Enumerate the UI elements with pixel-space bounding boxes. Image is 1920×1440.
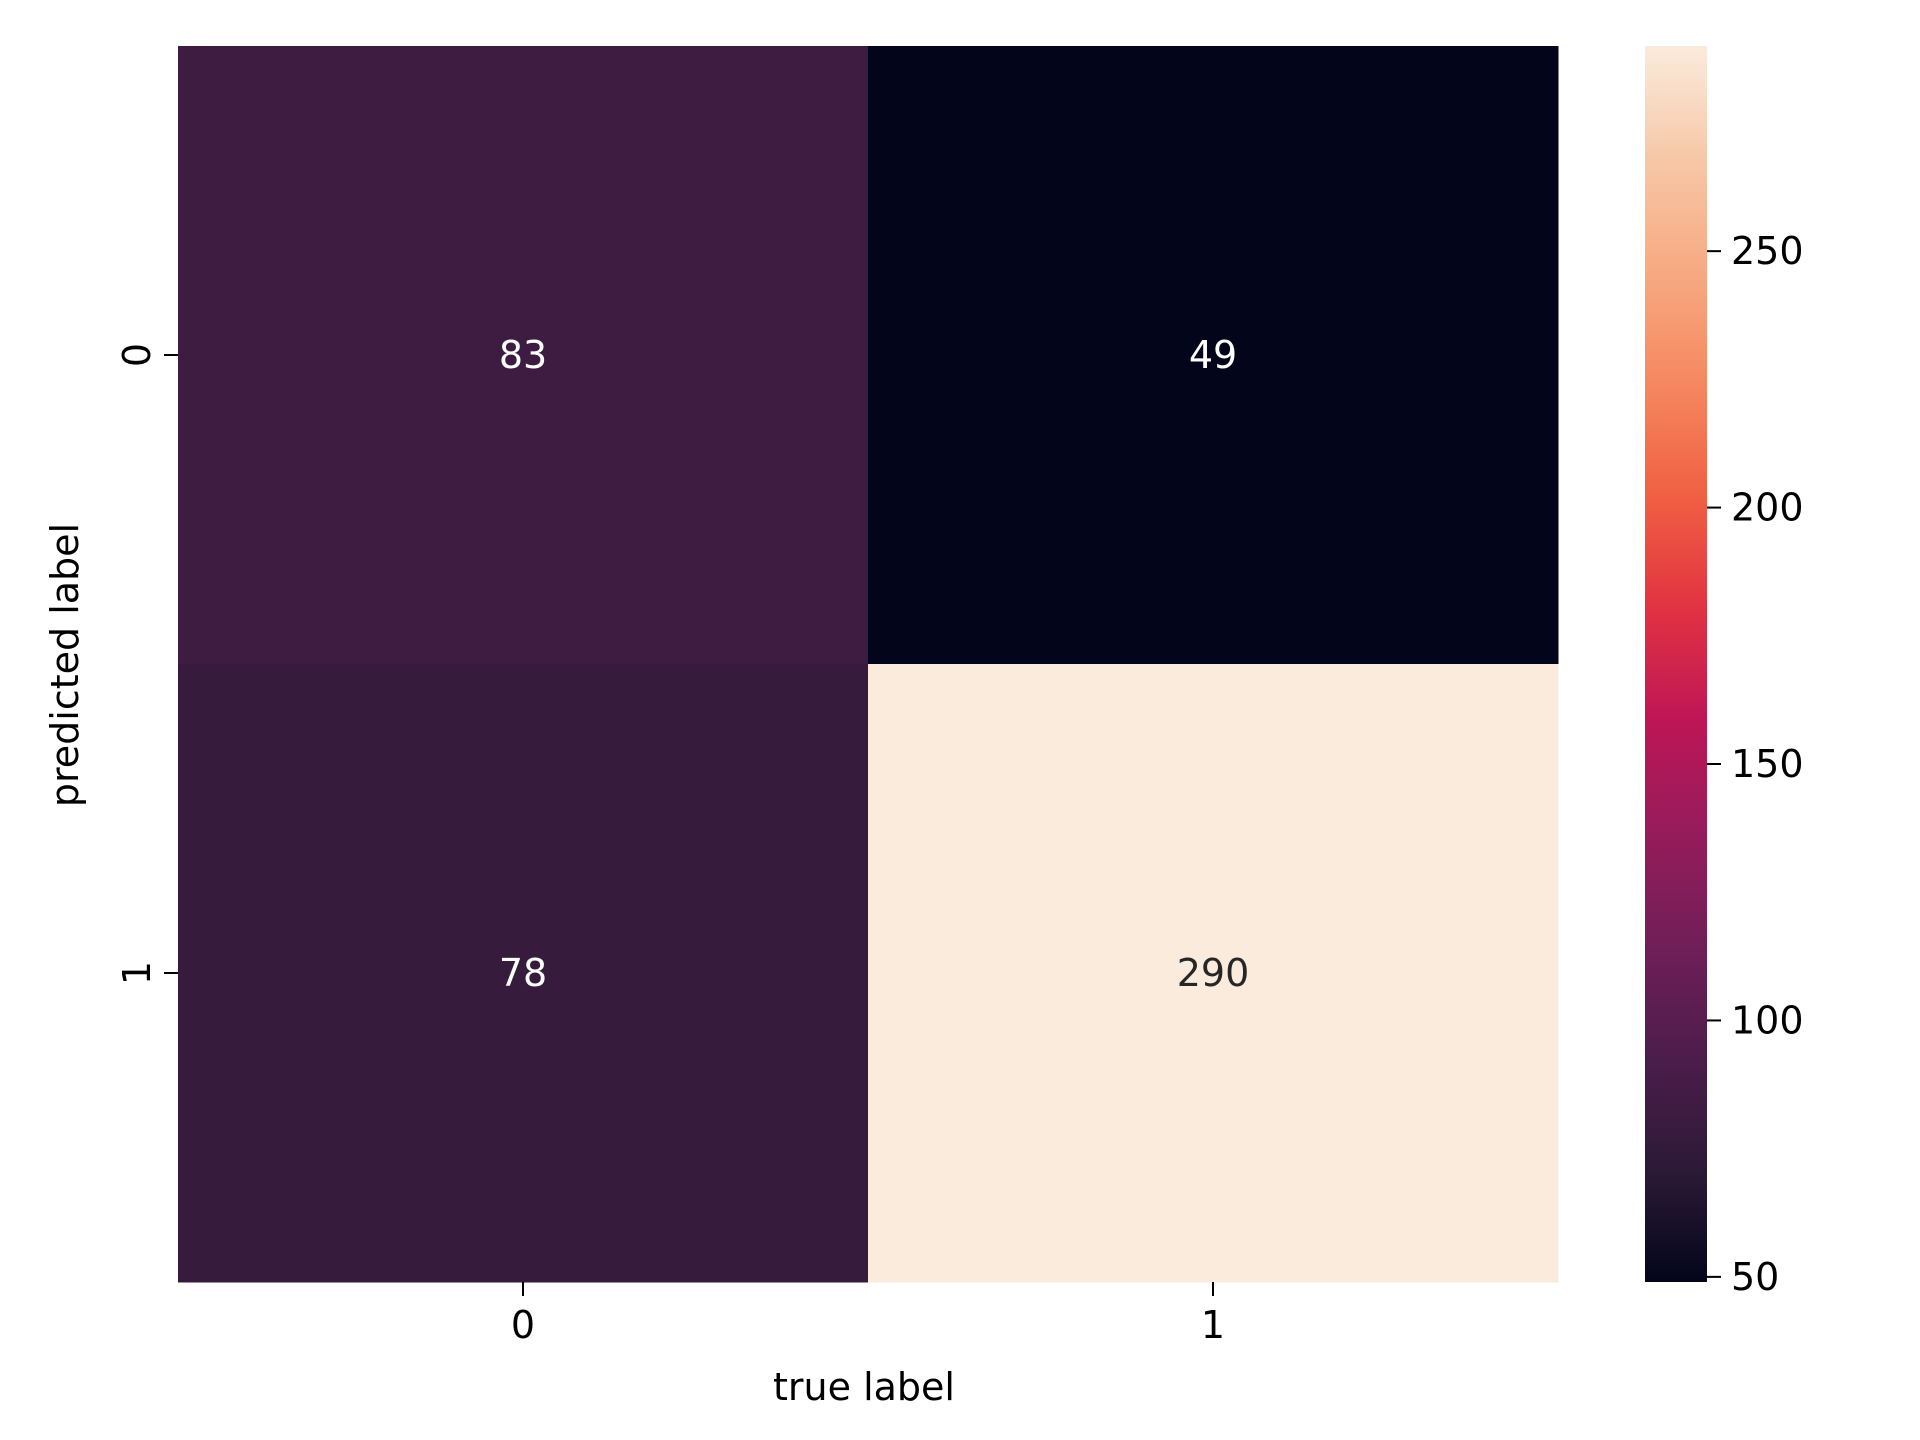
heatmap-cell-r1-c1	[868, 664, 1559, 1283]
cell-value-label-r1-c0: 78	[499, 951, 547, 995]
colorbar	[1645, 46, 1707, 1282]
cell-value-label-r0-c1: 49	[1189, 333, 1237, 377]
cell-value-label-r1-c1: 290	[1177, 951, 1250, 995]
colorbar-tick-label-250: 250	[1731, 229, 1804, 273]
x-tick-label-1: 1	[1201, 1303, 1225, 1347]
y-axis-label: predicted label	[43, 523, 87, 807]
y-tick-label-1: 1	[115, 961, 159, 985]
heatmap-cell-r1-c0	[178, 664, 869, 1283]
heatmap-cells	[178, 46, 1559, 1283]
x-axis-label: true label	[773, 1365, 955, 1409]
colorbar-tick-label-150: 150	[1731, 742, 1804, 786]
colorbar-tick-label-200: 200	[1731, 486, 1804, 530]
heatmap-cell-r0-c1	[868, 46, 1559, 665]
colorbar-ticks: 50 100 150 200 250	[1707, 229, 1804, 1299]
y-axis-ticks: 01	[115, 343, 178, 985]
cell-value-label-r0-c0: 83	[499, 333, 547, 377]
heatmap-cell-r0-c0	[178, 46, 869, 665]
heatmap-cell-labels: 83 49 78 290	[499, 333, 1249, 995]
x-tick-label-0: 0	[511, 1303, 535, 1347]
colorbar-tick-label-100: 100	[1731, 998, 1804, 1042]
y-tick-label-0: 0	[115, 343, 159, 367]
colorbar-tick-label-50: 50	[1731, 1255, 1779, 1299]
